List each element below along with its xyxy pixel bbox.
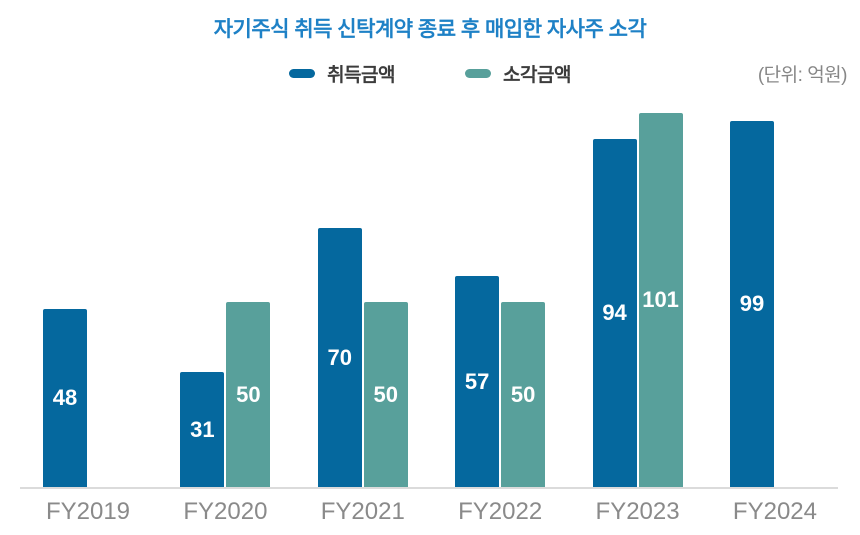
legend-item-retired: 소각금액: [465, 60, 571, 87]
x-tick-fy2019: FY2019: [45, 498, 131, 525]
bar-retired-fy2021: 50: [363, 302, 408, 487]
legend-item-acquired: 취득금액: [289, 60, 395, 87]
bar-acquired-fy2020: 31: [180, 372, 225, 487]
plot-area: 48 31 50 70 50 57 50 94 101 99: [0, 107, 860, 489]
bar-value-label: 57: [464, 368, 490, 394]
bar-slot: 101: [638, 113, 683, 487]
bar-acquired-fy2022: 57: [455, 276, 500, 487]
bar-group-fy2022: 57 50: [455, 107, 546, 487]
bar-slot: 99: [729, 121, 774, 487]
bar-retired-fy2023: 101: [638, 113, 683, 487]
bar-group-fy2024: 99: [729, 107, 820, 487]
x-tick-fy2021: FY2021: [320, 498, 405, 525]
bar-retired-fy2022: 50: [501, 302, 546, 487]
bar-slot: 50: [501, 302, 546, 487]
bar-slot: 94: [592, 139, 637, 487]
legend-swatch-acquired-icon: [289, 68, 316, 78]
legend-label-retired: 소각금액: [503, 64, 571, 86]
x-axis-line: [20, 487, 838, 489]
bar-groups: 48 31 50 70 50 57 50 94 101 99: [0, 107, 860, 487]
bar-slot: 70: [317, 228, 362, 487]
bar-group-fy2021: 70 50: [317, 107, 408, 487]
bar-group-fy2020: 31 50: [180, 107, 271, 487]
bar-value-label: 50: [510, 381, 536, 407]
x-tick-fy2024: FY2024: [732, 498, 817, 525]
bar-value-label: 31: [190, 416, 215, 442]
bar-value-label: 48: [52, 385, 78, 410]
bar-slot: 31: [180, 372, 225, 487]
bar-acquired-fy2021: 70: [317, 228, 362, 487]
bar-acquired-fy2023: 94: [592, 139, 637, 487]
bar-acquired-fy2019: 48: [43, 309, 87, 487]
legend: 취득금액 소각금액 (단위: 억원): [0, 58, 860, 88]
x-axis-labels: FY2019 FY2020 FY2021 FY2022 FY2023 FY2024: [0, 498, 860, 526]
x-tick-fy2023: FY2023: [595, 498, 680, 525]
bar-slot: 50: [363, 302, 408, 487]
bar-value-label: 94: [602, 300, 627, 325]
legend-swatch-retired-icon: [465, 68, 491, 78]
bar-group-fy2023: 94 101: [592, 107, 683, 487]
bar-value-label: 101: [642, 287, 679, 312]
bar-slot: 50: [226, 302, 271, 487]
chart-title: 자기주식 취득 신탁계약 종료 후 매입한 자사주 소각: [213, 18, 647, 41]
bar-value-label: 70: [327, 344, 353, 370]
bar-slot: 57: [455, 276, 500, 487]
x-tick-fy2020: FY2020: [183, 498, 268, 525]
bar-value-label: 50: [373, 381, 399, 407]
bar-slot: 48: [43, 309, 87, 487]
bar-retired-fy2020: 50: [226, 302, 271, 487]
legend-label-acquired: 취득금액: [327, 64, 395, 86]
bar-group-fy2019: 48: [43, 107, 133, 487]
bar-acquired-fy2024: 99: [729, 121, 774, 487]
unit-label: (단위: 억원): [757, 65, 848, 86]
x-tick-fy2022: FY2022: [458, 498, 543, 525]
bar-value-label: 99: [739, 291, 765, 316]
bar-value-label: 50: [236, 381, 261, 407]
